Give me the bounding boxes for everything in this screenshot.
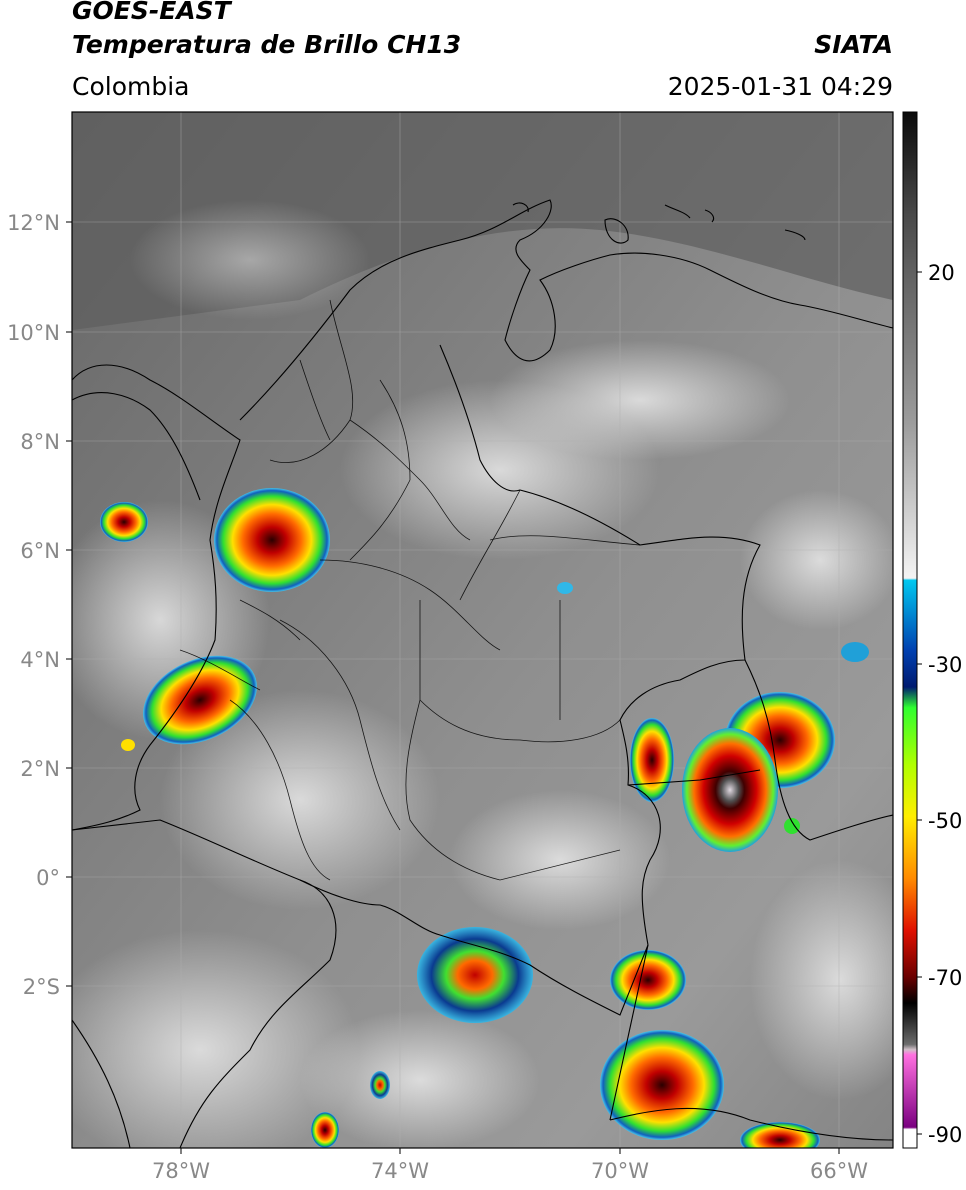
lon-label: 70°W [591, 1159, 649, 1183]
region-label: Colombia [72, 72, 190, 101]
latitude-labels: 12°N 10°N 8°N 6°N 4°N 2°N 0° 2°S [7, 211, 60, 999]
lon-label: 66°W [810, 1159, 868, 1183]
storm-cells [100, 488, 869, 1148]
map-frame [71, 111, 894, 1149]
lat-label: 2°N [20, 757, 60, 781]
colorbar: 20 -30 -50 -70 -90 [902, 111, 962, 1149]
tick-marks [66, 221, 840, 1154]
colorbar-label: -30 [928, 653, 962, 677]
departments [179, 299, 641, 881]
colorbar-scale [902, 111, 918, 1149]
lon-label: 74°W [371, 1159, 429, 1183]
lon-label: 78°W [152, 1159, 210, 1183]
product-title: Temperatura de Brillo CH13 [72, 30, 462, 59]
longitude-labels: 78°W 74°W 70°W 66°W [152, 1159, 868, 1183]
lat-label: 4°N [20, 648, 60, 672]
borders [72, 199, 893, 1148]
satellite-title: GOES-EAST [72, 0, 231, 25]
colorbar-label: -70 [928, 966, 962, 990]
colorbar-label: 20 [928, 261, 955, 285]
lat-label: 2°S [23, 975, 60, 999]
lat-label: 12°N [7, 211, 60, 235]
graticule [72, 112, 893, 1148]
source-label: SIATA [814, 30, 893, 59]
lat-label: 10°N [7, 321, 60, 345]
timestamp: 2025-01-31 04:29 [667, 72, 893, 101]
lat-label: 8°N [20, 430, 60, 454]
colorbar-label: -90 [928, 1123, 962, 1147]
lat-label: 6°N [20, 539, 60, 563]
lat-label: 0° [36, 866, 60, 890]
map-panel [72, 112, 893, 1148]
colorbar-label: -50 [928, 809, 962, 833]
